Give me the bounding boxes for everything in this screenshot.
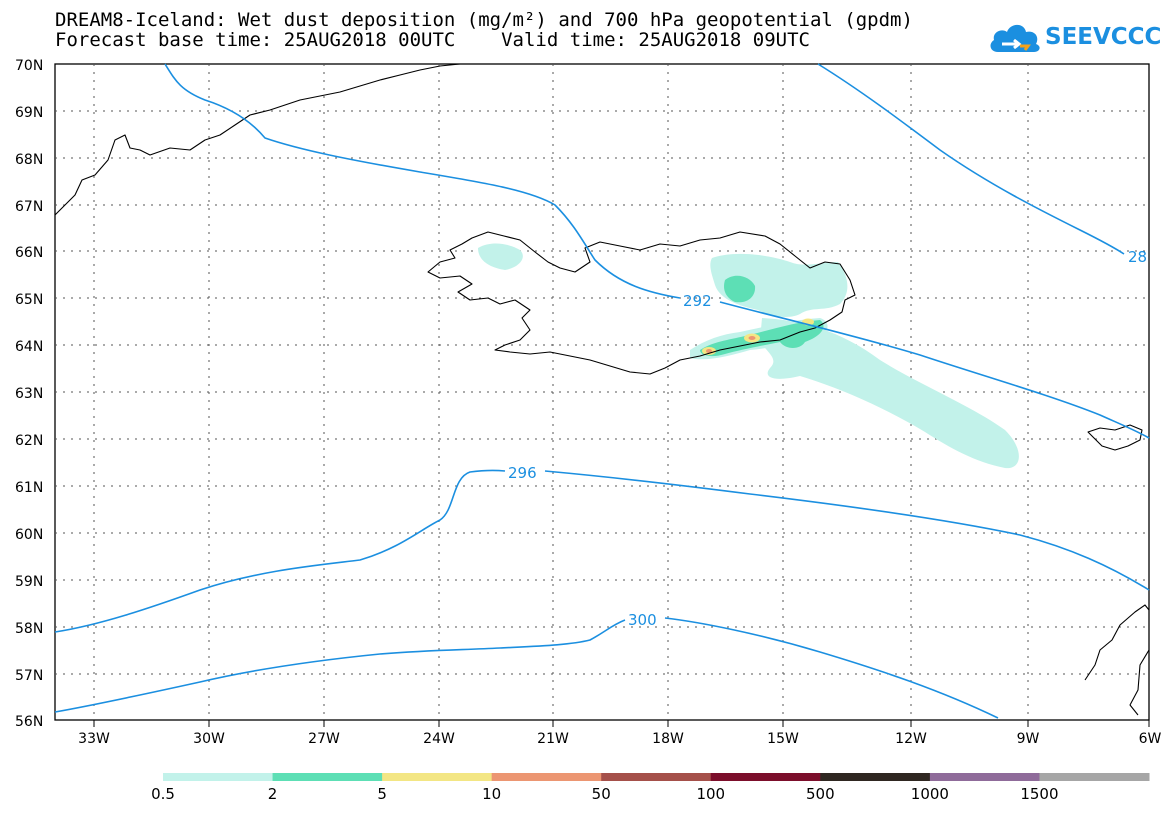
colorbar-label: 1000	[910, 785, 949, 803]
lon-label: 12W	[895, 731, 927, 747]
lat-label: 63N	[15, 386, 43, 402]
lon-label: 27W	[308, 731, 340, 747]
lon-label: 9W	[1017, 731, 1040, 747]
lat-label: 59N	[15, 574, 43, 590]
contour-label-292: 292	[683, 292, 712, 310]
lat-label: 70N	[15, 58, 43, 74]
colorbar-swatch	[163, 773, 274, 781]
grid-lines	[55, 64, 1149, 720]
hotspot-orange-2	[748, 336, 756, 340]
contour-label-300: 300	[628, 611, 657, 629]
colorbar-label: 0.5	[151, 785, 175, 803]
lon-label: 24W	[423, 731, 455, 747]
south-medium	[700, 320, 824, 357]
cloud-icon	[990, 24, 1040, 52]
colorbar-swatch	[820, 773, 931, 781]
lat-label: 64N	[15, 339, 43, 355]
contour-label-296: 296	[508, 464, 537, 482]
ne-medium	[724, 275, 756, 303]
colorbar-swatch	[929, 773, 1040, 781]
lat-label: 60N	[15, 527, 43, 543]
colorbar-label: 5	[377, 785, 387, 803]
contour-292	[164, 63, 1150, 439]
contour-288	[817, 63, 1125, 255]
colorbar-swatch	[272, 773, 383, 781]
colorbar-swatch	[382, 773, 493, 781]
coastlines	[54, 63, 1150, 716]
dust-deposition-shading	[478, 243, 1019, 469]
lon-label: 6W	[1139, 731, 1162, 747]
logo-text: SEEVCCC	[1045, 24, 1162, 50]
colorbar-label: 50	[591, 785, 611, 803]
colorbar-label: 1500	[1020, 785, 1059, 803]
west-iceland-light	[478, 243, 523, 270]
lat-label: 56N	[15, 714, 43, 730]
plume-light	[760, 318, 1019, 469]
contour-296	[54, 469, 1150, 633]
lon-label: 21W	[537, 731, 569, 747]
lat-label: 57N	[15, 668, 43, 684]
colorbar	[163, 773, 1150, 781]
faroe-norway-coast-east	[1087, 424, 1143, 451]
lat-label: 61N	[15, 480, 43, 496]
lon-label: 18W	[652, 731, 684, 747]
lat-label: 66N	[15, 245, 43, 261]
lat-label: 62N	[15, 433, 43, 449]
colorbar-swatch	[1039, 773, 1150, 781]
colorbar-label: 100	[696, 785, 726, 803]
geopotential-contours	[54, 63, 1150, 719]
scotland-coast	[1084, 604, 1150, 716]
colorbar-label: 10	[482, 785, 502, 803]
latitude-labels: 70N 69N 68N 67N 66N 65N 64N 63N 62N 61N …	[15, 58, 43, 730]
map-title: DREAM8-Iceland: Wet dust deposition (mg/…	[55, 9, 913, 31]
contour-label-288: 28	[1128, 248, 1147, 266]
lat-label: 69N	[15, 105, 43, 121]
colorbar-label: 500	[806, 785, 835, 803]
colorbar-swatch	[710, 773, 821, 781]
colorbar-swatch	[491, 773, 602, 781]
tick-marks	[93, 720, 1150, 727]
lat-label: 65N	[15, 292, 43, 308]
colorbar-swatch	[601, 773, 712, 781]
greenland-coast	[54, 63, 461, 216]
lon-label: 33W	[78, 731, 110, 747]
contour-300	[54, 617, 999, 719]
longitude-labels: 33W 30W 27W 24W 21W 18W 15W 12W 9W 6W	[78, 731, 1161, 747]
hotspot-orange-1	[706, 349, 712, 353]
lon-label: 15W	[767, 731, 799, 747]
lat-label: 67N	[15, 199, 43, 215]
lat-label: 58N	[15, 621, 43, 637]
iceland-coast	[427, 231, 856, 375]
lat-label: 68N	[15, 152, 43, 168]
colorbar-label: 2	[267, 785, 278, 803]
map-subtitle-times: Forecast base time: 25AUG2018 00UTC Vali…	[55, 29, 810, 51]
lon-label: 30W	[193, 731, 225, 747]
